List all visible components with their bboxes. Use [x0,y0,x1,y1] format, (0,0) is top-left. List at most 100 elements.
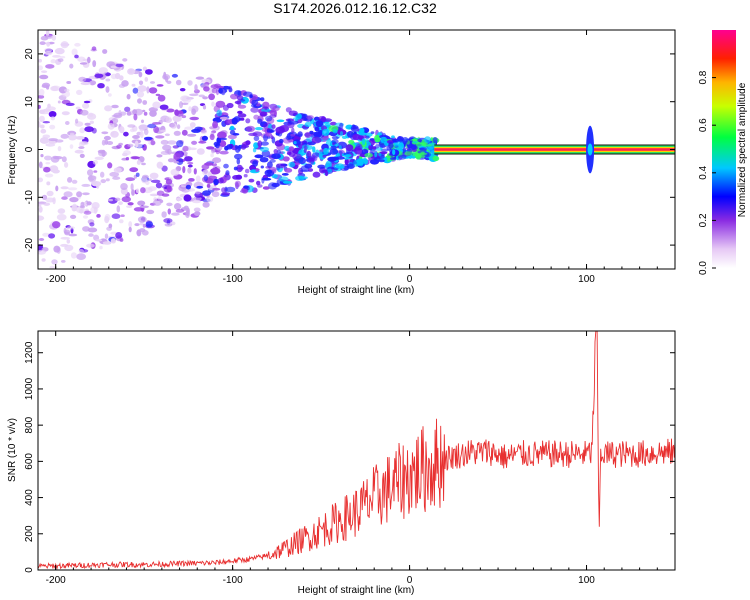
spectrogram-blob [105,78,111,82]
spectrogram-blob [146,86,150,94]
spectrogram-blob [295,113,302,120]
colorbar-gradient [712,30,736,268]
spectrogram-blob [288,146,295,152]
spectrogram-blob [166,185,172,193]
spectrogram-blob [290,133,295,137]
spectrogram-blob [353,159,360,167]
spectrogram-blob [259,111,268,117]
spectrogram-blob [255,169,259,172]
spectrogram-blob [132,87,139,94]
spectrogram-blob [288,120,299,125]
spectrogram-blob [59,55,66,59]
spectrogram-blob [311,136,322,144]
spectrogram-blob [192,199,202,204]
spectrogram-blob [142,174,149,179]
spectrogram-blob [105,178,110,182]
spectrogram-blob [76,191,83,198]
spectrogram-blob [111,213,121,219]
spectrogram-blob [64,162,69,168]
spectrogram-blob [146,209,155,215]
spectrogram-blob [44,48,53,53]
y-tick-label: 400 [24,489,35,506]
spectrogram-blob [212,121,219,129]
spectrogram-blob [257,118,263,124]
spectrogram-blob [275,126,285,134]
spectrogram-blob [57,100,61,104]
spectrogram-blob [39,124,45,129]
snr-y-ticks: 0 200 400 600 800 1000 1200 [24,341,675,573]
spectrogram-blob [248,178,255,183]
colorbar-label: Normalized spectral amplitude [737,82,748,217]
spectrogram-blob [46,190,54,197]
y-tick-label: 600 [24,453,35,470]
spectrogram-blob [54,47,65,55]
spectrogram-blob [79,127,86,134]
spectrogram-blob [94,73,104,79]
spectrogram-blob [375,144,380,149]
spectrogram-blob [153,199,162,206]
spectrogram-blob [378,152,382,157]
spectrogram-blob [116,205,121,213]
spectrogram-blob [161,165,168,172]
spectrogram-blob [83,210,92,215]
spectrogram-blob [127,202,134,206]
spectrogram-blob [339,122,344,129]
spectrogram-blob [181,96,192,104]
spectrogram-blob [45,30,50,37]
spectrogram-blob [132,109,138,115]
spectrogram-blob [374,156,381,161]
spectrogram-blob [355,143,363,151]
spectrogram-blob [188,178,195,182]
spectrogram-blob [143,136,153,141]
spectrogram-blob [90,206,99,214]
spectrogram-blob [71,179,78,184]
spectrogram-blob [359,127,365,133]
spectrogram-blob [38,65,43,71]
spectrogram-blob [122,58,128,62]
spectrogram-blob [139,131,144,139]
spectrogram-blob [211,88,218,94]
spectrogram-blob [134,223,140,227]
spectrogram-blob [152,122,161,125]
spectrogram-blob [173,160,179,164]
spectrogram-blob [380,136,388,142]
y-tick-label: 20 [24,48,35,60]
spectrogram-blob [113,167,122,173]
spectrogram-blob [331,136,339,140]
spectrogram-blob [304,145,308,151]
spectrogram-blob [82,226,90,232]
spectrogram-blob [214,83,221,88]
spectrogram-blob [82,102,90,109]
spectrogram-blob [38,120,41,128]
spectrogram-blob [237,104,247,109]
spectrogram-blob [125,157,130,161]
spectrogram-blob [131,156,140,160]
spectrogram-blob [181,129,188,136]
spectrogram-blob [129,167,139,173]
spectrogram-blob [432,137,438,144]
spectrogram-blob [66,81,72,84]
spectrogram-blob [139,222,143,226]
spectrogram-blob [184,156,193,162]
spectrogram-blob [102,49,108,54]
spectrogram-blob [80,109,89,116]
spectrogram-blob [139,128,144,132]
spectrogram-blob [352,133,361,141]
spectrogram-blob [402,146,406,154]
spectrogram-blob [338,145,342,150]
spectrogram-blob [79,153,85,158]
spectrogram-blob [201,164,210,170]
spectrogram-blob [40,128,47,134]
spectrogram-blob [75,118,79,124]
spectrogram-blob [149,110,157,117]
spectrogram-blob [109,171,120,177]
spectrogram-blob [173,203,182,210]
colorbar-tick-label: 0.2 [698,213,709,227]
spectrogram-blob [251,169,257,173]
spectrogram-blob [309,158,315,165]
spectrogram-blob [317,164,326,169]
spectrogram-blob [208,93,216,101]
spectrogram-blob [86,243,95,248]
spectrogram-blob [88,175,97,183]
spectrogram-blob [167,158,175,163]
